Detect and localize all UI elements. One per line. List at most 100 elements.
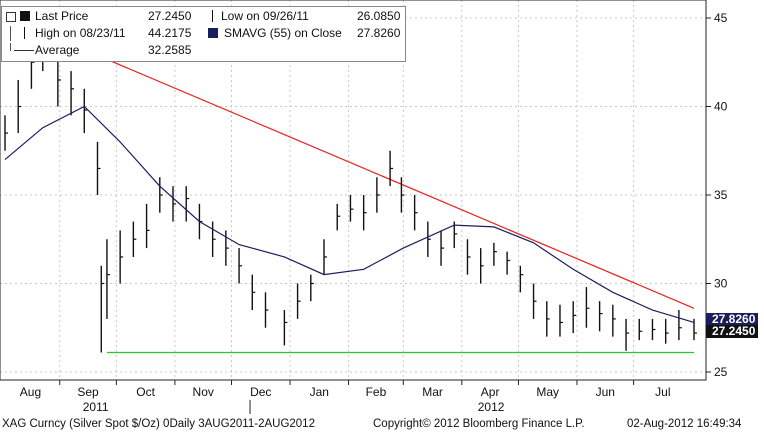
x-tick-label: Jun (596, 385, 615, 399)
y-tick-label: 25 (714, 365, 728, 379)
price-bar (238, 248, 243, 284)
price-bar (559, 304, 563, 337)
price-bar (598, 301, 603, 332)
price-bar (17, 79, 22, 134)
price-bar (251, 274, 256, 311)
price-bar (119, 230, 124, 284)
last-price-tag: 27.2450 (706, 325, 759, 338)
y-tick-label: 30 (714, 277, 728, 291)
x-tick-label: Oct (136, 385, 155, 399)
price-bar (625, 318, 630, 351)
price-bar (172, 186, 177, 222)
y-tick-label: 35 (714, 188, 728, 202)
price-bar (211, 221, 216, 257)
x-tick-label: Feb (366, 385, 387, 399)
price-bars (4, 32, 697, 353)
footer: XAG Curncy (Silver Spot $/Oz) 0Daily 3AU… (0, 416, 764, 433)
legend-row-average: Average 32.2585 (2, 43, 407, 58)
footer-copyright: Copyright© 2012 Bloomberg Finance L.P. (373, 418, 585, 430)
x-tick-label: Sep (77, 385, 99, 399)
x-year-label: 2012 (478, 400, 505, 414)
footer-ticker: XAG Curncy (Silver Spot $/Oz) 0Daily 3AU… (2, 418, 315, 430)
legend-label: High on 08/23/11 (35, 26, 126, 40)
price-bar (283, 310, 288, 346)
price-bar (493, 242, 497, 266)
legend-row-last-price: Last Price 27.2450 Low on 09/26/11 26.08… (2, 9, 407, 24)
price-bar (225, 230, 229, 266)
sma-line (4, 105, 695, 323)
x-year-label: 2011 (83, 400, 109, 414)
price-bar (546, 301, 550, 337)
price-bar (83, 88, 88, 134)
price-bar (651, 318, 656, 341)
price-bar (453, 221, 458, 249)
price-bar (376, 177, 380, 213)
grid (0, 0, 706, 380)
x-tick-label: Jan (310, 385, 329, 399)
price-bar (678, 310, 682, 341)
x-tick-label: Nov (193, 385, 214, 399)
legend-label: Average (35, 43, 80, 57)
price-bar (57, 53, 61, 107)
price-bar (323, 239, 328, 275)
x-axis: Aug Sep Oct Nov Dec Jan Feb Mar Apr May Jun Jul 2011… (20, 380, 671, 414)
x-tick-label: Dec (250, 385, 271, 399)
price-bar (664, 318, 669, 344)
price-bar (159, 177, 163, 213)
price-bar (440, 230, 445, 266)
legend-label: Last Price (35, 9, 89, 23)
price-bar (572, 301, 577, 334)
legend-label: SMAVG (55) on Close (224, 26, 342, 40)
price-bar (70, 71, 75, 116)
price-bar (96, 141, 101, 195)
price-bar (362, 195, 367, 231)
tree-line-icon (10, 26, 11, 41)
price-bar (296, 283, 301, 319)
price-bar (532, 283, 537, 319)
legend-value: 32.2585 (148, 43, 192, 57)
legend-row-high: High on 08/23/11 44.2175 SMAVG (55) on C… (2, 26, 407, 41)
footer-timestamp: 02-Aug-2012 16:49:34 (627, 418, 742, 430)
price-bar (585, 287, 590, 328)
price-bar (506, 251, 511, 275)
price-bar (693, 318, 697, 341)
high-marker-icon (24, 27, 25, 39)
price-bar (389, 150, 394, 187)
x-tick-label: Mar (422, 385, 443, 399)
price-bar (612, 304, 616, 337)
black-square-icon (20, 11, 30, 21)
x-tick-label: Aug (20, 385, 41, 399)
checkbox-icon[interactable] (6, 12, 16, 22)
legend-value: 26.0850 (357, 9, 401, 23)
x-tick-label: May (536, 385, 559, 399)
price-bar (413, 195, 418, 231)
price-bar (466, 239, 471, 275)
price-bar (638, 318, 643, 341)
trend-line (42, 31, 695, 309)
y-tick-label: 45 (714, 11, 728, 25)
price-bar (336, 203, 341, 231)
price-bar (185, 186, 190, 222)
price-bar (106, 239, 110, 319)
legend-value: 27.8260 (357, 26, 401, 40)
price-bar (132, 221, 137, 257)
legend-label: Low on 09/26/11 (221, 9, 309, 23)
low-marker-icon (212, 10, 213, 22)
average-line-icon (14, 50, 34, 51)
plot-frame (0, 0, 707, 381)
legend-value: 27.2450 (148, 9, 192, 23)
price-bar (479, 248, 484, 284)
y-axis: 25 30 35 40 45 (706, 11, 728, 379)
legend: Last Price 27.2450 Low on 09/26/11 26.08… (1, 6, 406, 62)
y-tick-label: 40 (714, 100, 728, 114)
price-bar (4, 115, 8, 151)
x-tick-label: Jul (655, 385, 670, 399)
price-bar (519, 265, 524, 293)
price-bar (400, 177, 405, 213)
price-bar (145, 203, 150, 249)
price-bar (427, 221, 431, 257)
sma-price-tag: 27.8260 (706, 313, 759, 326)
tree-line-icon (10, 43, 11, 51)
navy-square-icon (208, 28, 218, 38)
